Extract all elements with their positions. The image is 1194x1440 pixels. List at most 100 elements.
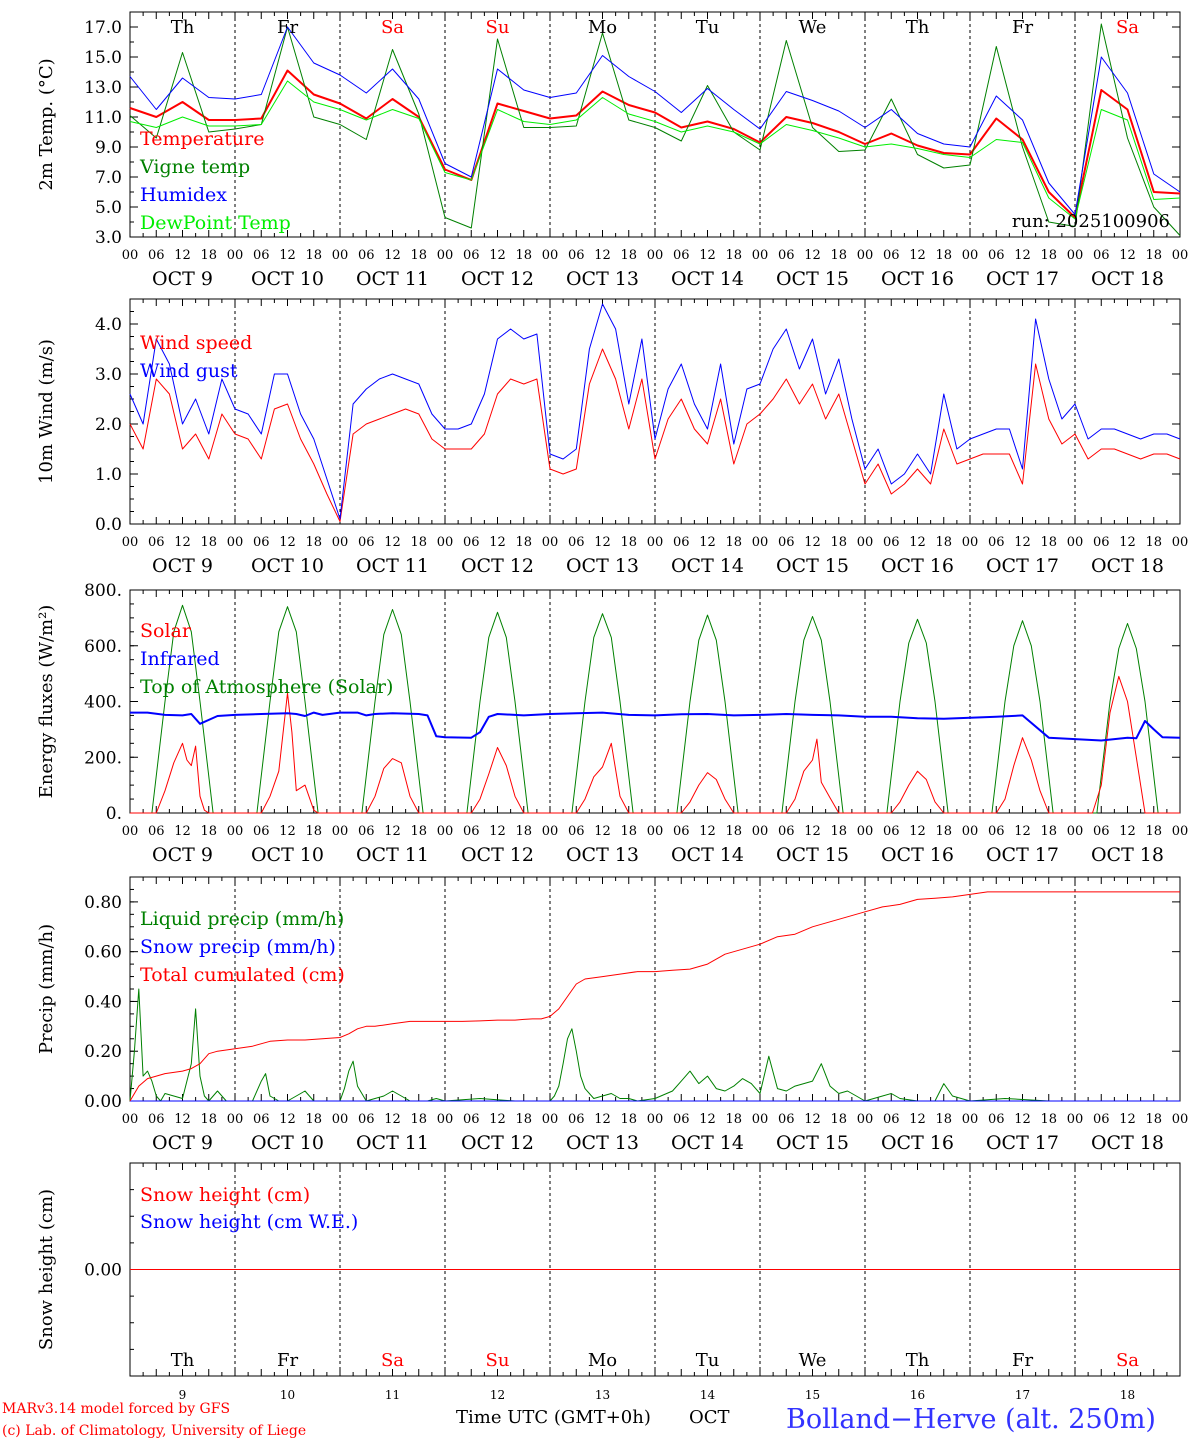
chart-panel-5: 0.00 Snow height (cm) Snow height (cm) Snow… <box>36 1162 1181 1402</box>
series-humidex <box>129 26 1181 215</box>
day-number: 15 <box>805 1388 820 1402</box>
model-credit: MARv3.14 model forced by GFS <box>2 1401 230 1417</box>
legend-entry: DewPoint Temp <box>140 212 291 234</box>
hour-label: 00 <box>542 1112 559 1127</box>
hour-label: 00 <box>332 248 349 263</box>
date-label: OCT 14 <box>671 844 744 866</box>
date-label: OCT 14 <box>671 268 744 290</box>
hour-label: 12 <box>489 535 506 550</box>
legend-entry: Infrared <box>140 648 220 670</box>
hour-label: 00 <box>332 1112 349 1127</box>
hour-label: 00 <box>962 535 979 550</box>
date-label: OCT 18 <box>1091 555 1164 577</box>
weekday-label: Fr <box>277 1350 298 1371</box>
hour-label: 12 <box>909 1112 926 1127</box>
panel-frame <box>129 11 1181 238</box>
date-label: OCT 10 <box>251 268 324 290</box>
hour-label: 00 <box>1172 824 1189 839</box>
hour-label: 00 <box>647 1112 664 1127</box>
hour-label: 00 <box>437 248 454 263</box>
hour-label: 12 <box>1119 1112 1136 1127</box>
date-label: OCT 18 <box>1091 844 1164 866</box>
hour-label: 06 <box>883 535 900 550</box>
hour-label: 00 <box>542 535 559 550</box>
hour-label: 18 <box>830 248 847 263</box>
hour-label: 06 <box>463 1112 480 1127</box>
weekday-label: Mo <box>588 17 617 38</box>
legend-entry: Temperature <box>140 128 264 150</box>
hour-label: 12 <box>384 535 401 550</box>
hour-label: 06 <box>673 1112 690 1127</box>
hour-label: 06 <box>988 535 1005 550</box>
legend-entry: Vigne temp <box>139 156 250 178</box>
date-label: OCT 18 <box>1091 268 1164 290</box>
hour-label: 06 <box>358 824 375 839</box>
legend-entry: Wind gust <box>140 360 238 382</box>
legend-entry: Solar <box>140 620 192 642</box>
hour-label: 06 <box>568 824 585 839</box>
hour-label: 12 <box>279 1112 296 1127</box>
y-tick-label: 0.00 <box>84 1261 122 1281</box>
date-label: OCT 16 <box>881 1132 954 1154</box>
y-tick-label: 9.0 <box>95 138 122 158</box>
hour-label: 18 <box>200 535 217 550</box>
hour-label: 00 <box>1067 824 1084 839</box>
date-label: OCT 13 <box>566 555 639 577</box>
y-tick-label: 2.0 <box>95 415 122 435</box>
legend-entry: Humidex <box>140 184 227 206</box>
hour-label: 06 <box>463 248 480 263</box>
hour-label: 12 <box>384 824 401 839</box>
hour-label: 00 <box>1067 1112 1084 1127</box>
hour-label: 06 <box>778 535 795 550</box>
location-label: Bolland−Herve (alt. 250m) <box>786 1404 1156 1435</box>
y-tick-label: 0.20 <box>84 1042 122 1062</box>
chart-panel-2: 0.0 1.0 2.0 3.0 4.0 10m Wind (m/s) Wind speed W… <box>36 298 1188 577</box>
hour-label: 18 <box>620 824 637 839</box>
weekday-label: Su <box>486 17 510 38</box>
y-tick-label: 0.60 <box>84 943 122 963</box>
hour-label: 00 <box>122 535 139 550</box>
weekday-label: Sa <box>381 17 404 38</box>
hour-label: 12 <box>279 535 296 550</box>
hour-label: 18 <box>830 824 847 839</box>
hour-label: 12 <box>804 824 821 839</box>
date-label: OCT 10 <box>251 555 324 577</box>
hour-label: 00 <box>752 1112 769 1127</box>
hour-label: 18 <box>1145 1112 1162 1127</box>
hour-label: 18 <box>935 535 952 550</box>
date-label: OCT 12 <box>461 268 534 290</box>
hour-label: 18 <box>410 248 427 263</box>
hour-label: 06 <box>148 824 165 839</box>
hour-label: 18 <box>1145 535 1162 550</box>
series-wind-gust <box>129 303 1181 520</box>
series-top-of-atmosphere-solar- <box>130 604 1180 814</box>
day-number: 17 <box>1015 1388 1030 1402</box>
hour-label: 06 <box>253 248 270 263</box>
hour-label: 06 <box>568 248 585 263</box>
hour-label: 06 <box>253 535 270 550</box>
hour-label: 12 <box>594 248 611 263</box>
hour-label: 12 <box>384 248 401 263</box>
date-label: OCT 16 <box>881 844 954 866</box>
hour-label: 00 <box>962 1112 979 1127</box>
legend-entry: Top of Atmosphere (Solar) <box>140 676 393 698</box>
hour-label: 06 <box>148 248 165 263</box>
hour-label: 00 <box>227 1112 244 1127</box>
y-tick-label: 0.40 <box>84 992 122 1012</box>
hour-label: 06 <box>463 824 480 839</box>
date-label: OCT 17 <box>986 1132 1059 1154</box>
hour-label: 00 <box>227 535 244 550</box>
hour-label: 06 <box>1093 1112 1110 1127</box>
date-label: OCT 9 <box>152 1132 213 1154</box>
hour-label: 12 <box>174 824 191 839</box>
date-label: OCT 17 <box>986 555 1059 577</box>
day-number: 13 <box>595 1388 610 1402</box>
hour-label: 18 <box>1040 248 1057 263</box>
y-tick-label: 0. <box>106 804 122 824</box>
hour-label: 00 <box>542 824 559 839</box>
panel-frame <box>129 589 1181 814</box>
weekday-label: Su <box>486 1350 510 1371</box>
hour-label: 00 <box>332 535 349 550</box>
hour-label: 00 <box>437 1112 454 1127</box>
series-solar <box>130 675 1180 814</box>
